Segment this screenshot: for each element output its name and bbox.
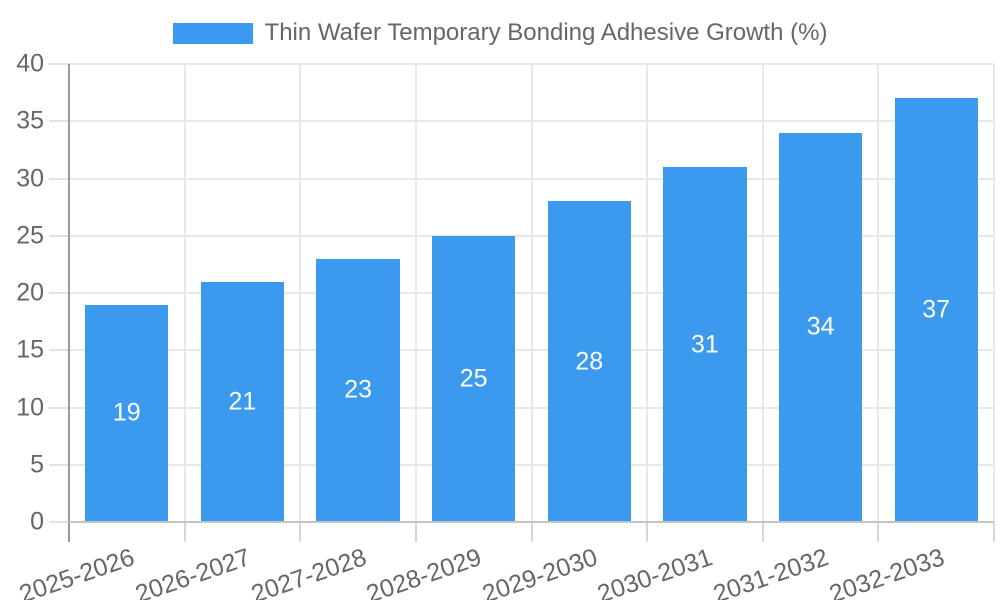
- y-tick-mark: [49, 63, 69, 65]
- bar[interactable]: [778, 132, 863, 522]
- y-tick-mark: [49, 120, 69, 123]
- x-gridline: [877, 64, 880, 522]
- x-axis-line: [69, 521, 994, 523]
- x-tick-mark: [877, 522, 880, 542]
- x-tick-mark: [68, 522, 70, 542]
- y-tick-label: 5: [30, 450, 44, 479]
- y-tick-label: 0: [30, 507, 44, 536]
- x-gridline: [299, 64, 302, 522]
- x-tick-mark: [646, 522, 649, 542]
- y-tick-label: 35: [16, 106, 44, 135]
- y-tick-label: 10: [16, 393, 44, 421]
- legend-swatch: [172, 22, 253, 44]
- x-tick-mark: [299, 522, 302, 542]
- y-tick-mark: [49, 292, 69, 294]
- bar[interactable]: [85, 304, 169, 522]
- bar-value-label: 31: [690, 330, 719, 358]
- y-tick-mark: [49, 406, 69, 409]
- y-tick-mark: [49, 349, 69, 352]
- bar-value-label: 25: [459, 364, 488, 393]
- bar[interactable]: [432, 235, 516, 523]
- x-tick-label: 2029-2030: [478, 543, 601, 600]
- y-axis-line: [68, 64, 70, 522]
- bar-value-label: 21: [228, 387, 257, 416]
- chart-legend[interactable]: Thin Wafer Temporary Bonding Adhesive Gr…: [0, 19, 1000, 46]
- bar-value-label: 34: [806, 312, 835, 341]
- x-gridline: [183, 64, 186, 522]
- y-tick-label: 20: [16, 278, 44, 307]
- bar[interactable]: [316, 258, 400, 522]
- x-tick-label: 2032-2033: [825, 543, 948, 600]
- legend-title: Thin Wafer Temporary Bonding Adhesive Gr…: [264, 19, 828, 46]
- x-tick-label: 2028-2029: [363, 543, 486, 600]
- bar-value-label: 19: [112, 398, 141, 427]
- y-tick-mark: [49, 177, 69, 180]
- y-tick-label: 15: [16, 335, 44, 364]
- y-tick-label: 25: [16, 221, 44, 250]
- x-tick-mark: [993, 522, 995, 542]
- bar-value-label: 37: [922, 295, 951, 324]
- y-tick-mark: [49, 521, 69, 523]
- x-tick-label: 2025-2026: [16, 543, 139, 600]
- x-tick-mark: [761, 522, 764, 542]
- x-gridline: [761, 64, 764, 522]
- x-tick-mark: [414, 522, 417, 542]
- bar[interactable]: [894, 98, 978, 522]
- bar-value-label: 23: [344, 375, 372, 404]
- y-tick-label: 30: [16, 164, 44, 192]
- x-tick-label: 2031-2032: [709, 543, 833, 600]
- bar[interactable]: [663, 167, 747, 522]
- x-tick-label: 2030-2031: [594, 543, 717, 600]
- x-tick-mark: [183, 522, 186, 542]
- x-gridline: [993, 64, 995, 522]
- x-gridline: [646, 64, 649, 522]
- x-tick-label: 2026-2027: [131, 543, 254, 600]
- x-gridline: [530, 64, 533, 522]
- x-gridline: [414, 64, 417, 522]
- y-tick-mark: [49, 463, 69, 466]
- x-tick-mark: [530, 522, 533, 542]
- y-tick-mark: [49, 234, 69, 237]
- bar[interactable]: [547, 201, 631, 522]
- x-tick-label: 2027-2028: [247, 543, 370, 600]
- y-tick-label: 40: [16, 49, 44, 78]
- bar-value-label: 28: [575, 347, 604, 376]
- bar[interactable]: [200, 281, 285, 522]
